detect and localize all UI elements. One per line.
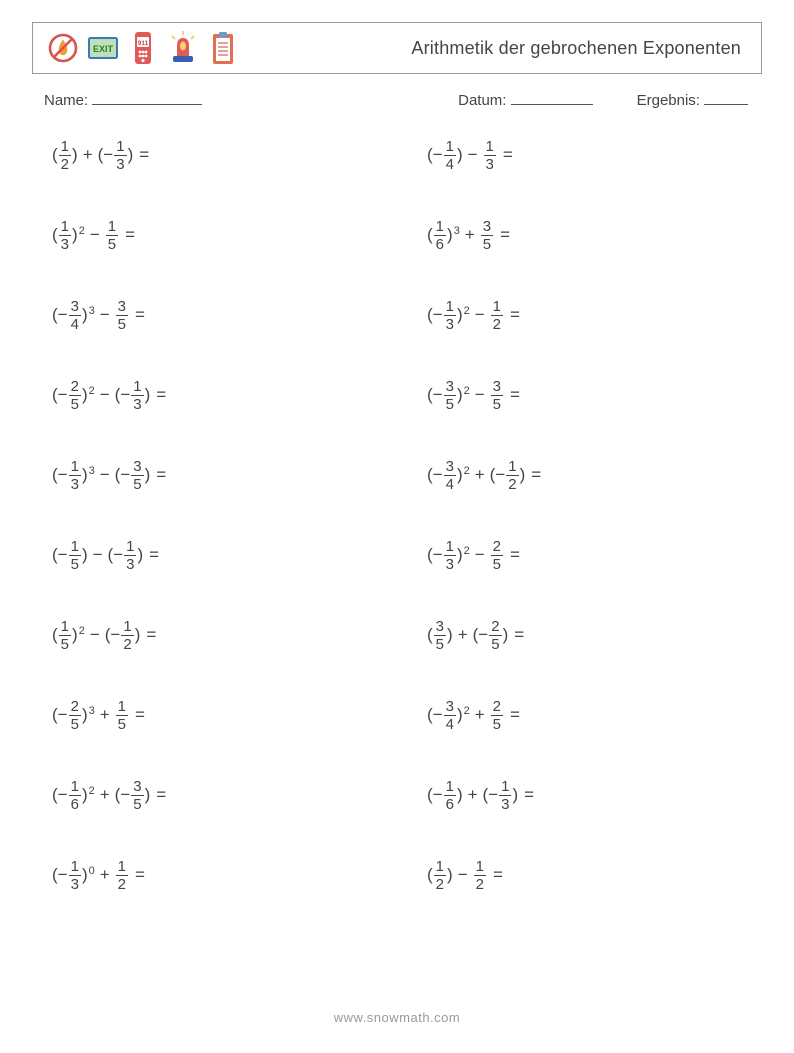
no-flame-icon <box>47 28 79 68</box>
worksheet-title: Arithmetik der gebrochenen Exponenten <box>239 38 747 59</box>
svg-text:911: 911 <box>138 40 149 47</box>
siren-icon <box>167 28 199 68</box>
result-blank[interactable] <box>704 92 748 105</box>
problem-R-3: (−35)2−35= <box>427 371 762 419</box>
problem-R-0: (−14)−13= <box>427 131 762 179</box>
name-label: Name: <box>44 92 88 109</box>
worksheet-header: EXIT 911 <box>32 22 762 74</box>
problem-L-7: (−25)3+15= <box>52 691 387 739</box>
phone-911-icon: 911 <box>127 28 159 68</box>
problems-grid: (12)+(−13)= (−14)−13= (13)2−15= (16)3+35= (−… <box>32 131 762 899</box>
problem-R-1: (16)3+35= <box>427 211 762 259</box>
problem-L-1: (13)2−15= <box>52 211 387 259</box>
problem-R-7: (−34)2+25= <box>427 691 762 739</box>
problem-L-9: (−13)0+12= <box>52 851 387 899</box>
info-row: Name: Datum: Ergebnis: <box>32 92 762 109</box>
problem-L-0: (12)+(−13)= <box>52 131 387 179</box>
result-label: Ergebnis: <box>637 92 700 109</box>
svg-text:EXIT: EXIT <box>93 44 114 54</box>
problem-R-5: (−13)2−25= <box>427 531 762 579</box>
problem-L-4: (−13)3−(−35)= <box>52 451 387 499</box>
problem-L-3: (−25)2−(−13)= <box>52 371 387 419</box>
problem-L-8: (−16)2+(−35)= <box>52 771 387 819</box>
date-label: Datum: <box>458 92 506 109</box>
problem-R-2: (−13)2−12= <box>427 291 762 339</box>
footer-url: www.snowmath.com <box>0 1010 794 1025</box>
problem-R-9: (12)−12= <box>427 851 762 899</box>
clipboard-icon <box>207 28 239 68</box>
problem-L-2: (−34)3−35= <box>52 291 387 339</box>
exit-sign-icon: EXIT <box>87 28 119 68</box>
date-blank[interactable] <box>511 92 593 105</box>
problem-L-5: (−15)−(−13)= <box>52 531 387 579</box>
problem-L-6: (15)2−(−12)= <box>52 611 387 659</box>
header-icon-row: EXIT 911 <box>47 28 239 68</box>
problem-R-6: (35)+(−25)= <box>427 611 762 659</box>
name-blank[interactable] <box>92 92 202 105</box>
problem-R-8: (−16)+(−13)= <box>427 771 762 819</box>
problem-R-4: (−34)2+(−12)= <box>427 451 762 499</box>
